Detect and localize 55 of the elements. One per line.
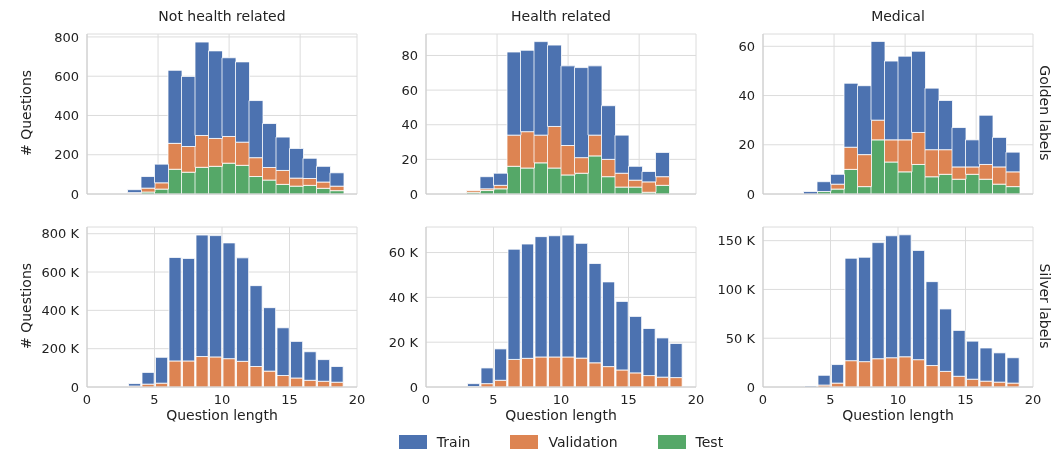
x-tick-label: 20 (687, 392, 705, 408)
y-tick-label: 600 K (41, 264, 80, 280)
y-tick-label: 400 K (41, 302, 80, 318)
x-tick-label: 0 (758, 392, 768, 408)
x-tick-label: 10 (552, 392, 570, 408)
x-axis-title: Question length (841, 407, 955, 423)
y-tick-label: 0 (409, 186, 418, 202)
y-tick-label: 40 K (388, 289, 419, 305)
x-tick-label: 5 (489, 392, 498, 408)
y-tick-label: 80 (401, 48, 418, 64)
y-tick-label: 60 (738, 38, 755, 54)
x-tick-label: 15 (620, 392, 637, 408)
y-axis-title: # Questions (18, 261, 34, 352)
y-tick-label: 100 K (717, 282, 756, 298)
y-tick-label: 0 (746, 379, 755, 395)
y-tick-label: 0 (70, 379, 79, 395)
legend-label: Test (695, 434, 724, 450)
x-tick-label: 0 (421, 392, 431, 408)
y-tick-label: 0 (746, 186, 755, 202)
y-tick-label: 20 (738, 137, 755, 153)
y-tick-label: 50 K (725, 330, 756, 346)
y-tick-label: 800 K (41, 226, 80, 242)
y-tick-label: 800 (54, 29, 79, 45)
y-tick-label: 20 K (388, 334, 419, 350)
x-tick-label: 15 (281, 392, 298, 408)
y-tick-label: 150 K (717, 233, 756, 249)
y-tick-label: 400 (54, 108, 79, 124)
y-tick-label: 40 (738, 88, 755, 104)
x-tick-label: 0 (82, 392, 92, 408)
x-tick-label: 10 (889, 392, 907, 408)
x-axis-title: Question length (504, 407, 618, 423)
x-tick-label: 5 (826, 392, 835, 408)
y-tick-label: 200 (54, 147, 79, 163)
y-tick-label: 200 K (41, 341, 80, 357)
chart-title: Not health related (157, 8, 287, 24)
x-tick-label: 20 (1024, 392, 1042, 408)
y-axis-title: # Questions (18, 68, 34, 159)
x-axis-title: Question length (165, 407, 279, 423)
legend-label: Validation (548, 434, 618, 450)
y-tick-label: 0 (409, 379, 418, 395)
y-tick-label: 600 (54, 68, 79, 84)
x-tick-label: 5 (150, 392, 159, 408)
x-tick-label: 15 (957, 392, 974, 408)
y-tick-label: 20 (401, 151, 418, 167)
chart-title: Health related (510, 8, 612, 24)
y-tick-label: 60 K (388, 245, 419, 261)
x-tick-label: 20 (348, 392, 366, 408)
x-tick-label: 10 (213, 392, 231, 408)
y-tick-label: 0 (70, 186, 79, 202)
y2-axis-title: Silver labels (1037, 262, 1053, 351)
y-tick-label: 40 (401, 117, 418, 133)
y2-axis-title: Golden labels (1037, 64, 1053, 163)
y-tick-label: 60 (401, 82, 418, 98)
legend-label: Train (436, 434, 471, 450)
chart-title: Medical (870, 8, 926, 24)
